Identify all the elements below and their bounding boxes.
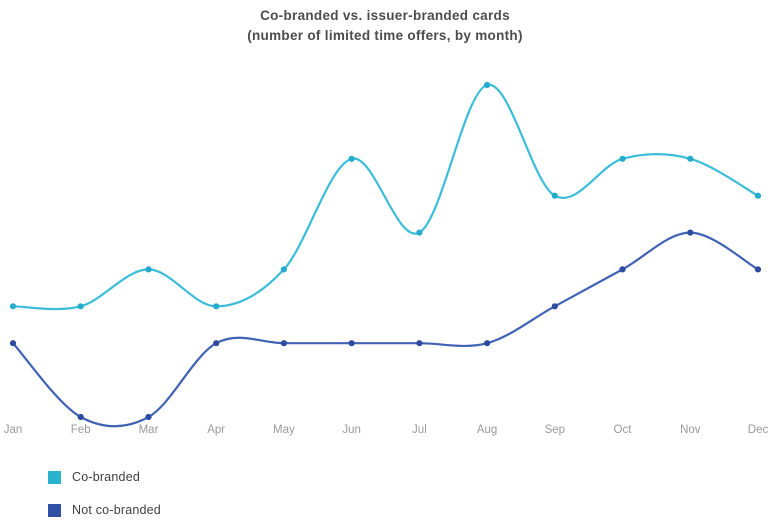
legend-swatch-co-branded [48,470,61,484]
legend-item-co-branded: Co-branded [48,470,161,484]
series-line-co-branded [11,83,760,311]
data-point-co-branded-dec [754,192,762,199]
series-line-not-co-branded [11,231,760,428]
x-axis-label-jan: Jan [4,424,23,436]
data-point-not-co-branded-sep [551,303,558,310]
x-axis-label-oct: Oct [614,424,633,436]
x-axis-label-apr: Apr [207,424,225,436]
line-plot-area: Jan Feb Mar Apr May Jun Jul Aug Sep Oct Nov Dec [4,81,769,436]
data-point-not-co-branded-jul [416,340,423,347]
x-axis-label-jun: Jun [342,424,361,436]
data-point-co-branded-jun [348,155,355,162]
data-point-co-branded-nov [687,155,694,162]
data-point-not-co-branded-oct [619,266,626,273]
x-axis-label-feb: Feb [71,424,91,436]
x-axis-label-jul: Jul [412,424,427,436]
data-point-not-co-branded-may [280,340,287,347]
data-point-not-co-branded-mar [145,413,152,421]
data-point-not-co-branded-nov [687,229,694,236]
chart-header: Co-branded vs. issuer-branded cards (num… [0,6,770,46]
data-point-co-branded-mar [145,266,152,273]
data-point-co-branded-oct [619,155,626,162]
data-point-not-co-branded-feb [77,413,84,421]
data-point-co-branded-aug [484,81,491,89]
data-point-co-branded-feb [77,303,84,310]
x-axis-label-dec: Dec [748,424,769,436]
data-point-co-branded-jan [9,303,17,310]
x-axis-label-mar: Mar [139,424,159,436]
x-axis-label-may: May [273,424,295,436]
legend-label-co-branded: Co-branded [72,470,141,484]
data-point-not-co-branded-aug [484,340,491,347]
data-point-co-branded-may [280,266,287,273]
data-point-not-co-branded-jan [9,340,17,347]
x-axis-label-nov: Nov [680,424,701,436]
data-point-not-co-branded-jun [348,340,355,347]
data-point-co-branded-sep [551,192,558,199]
chart-subtitle: (number of limited time offers, by month… [247,28,523,43]
data-point-not-co-branded-dec [754,266,762,273]
x-axis-label-aug: Aug [477,424,497,436]
legend-swatch-not-co-branded [48,503,61,517]
data-point-co-branded-apr [213,303,220,310]
data-point-co-branded-jul [416,229,423,236]
legend: Co-branded Not co-branded [48,470,161,525]
legend-item-not-co-branded: Not co-branded [48,503,161,517]
legend-label-not-co-branded: Not co-branded [72,503,161,517]
chart-title: Co-branded vs. issuer-branded cards [260,8,510,23]
data-point-not-co-branded-apr [213,340,220,347]
x-axis-label-sep: Sep [545,424,565,436]
